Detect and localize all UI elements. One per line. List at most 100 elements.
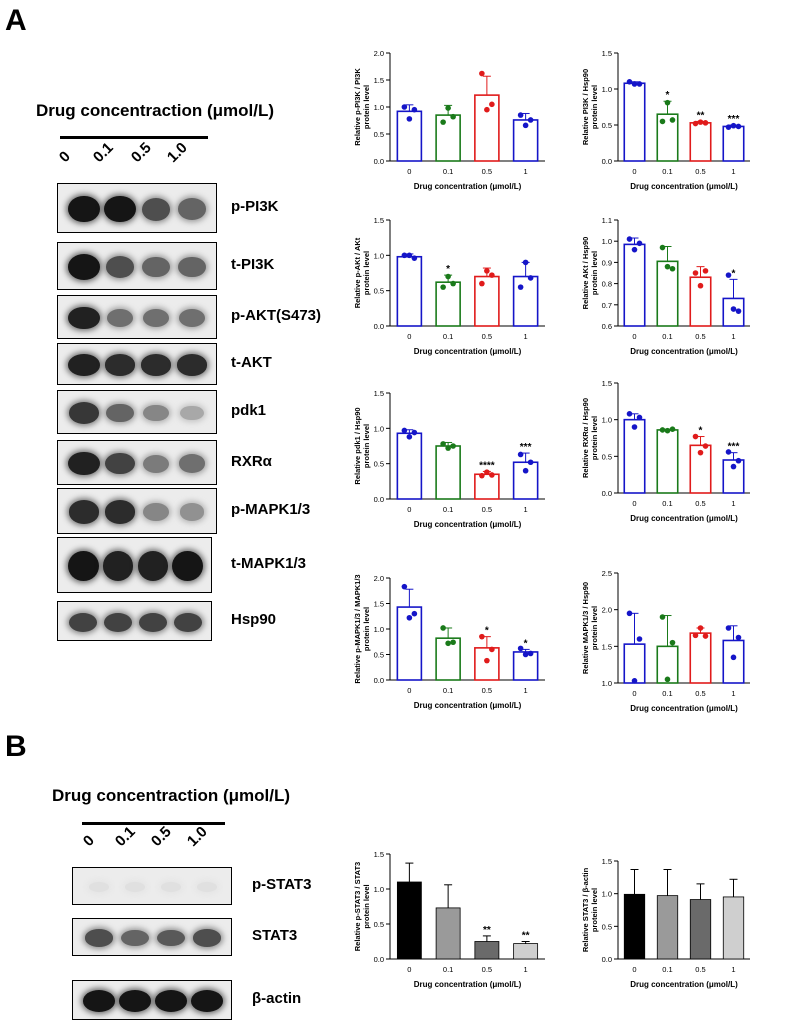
blot-label: p-STAT3 [252, 876, 312, 893]
protein-band [178, 198, 206, 220]
data-point [664, 427, 671, 434]
data-point [406, 434, 413, 440]
data-point [440, 284, 446, 290]
blot-label: t-PI3K [231, 256, 275, 273]
data-point [445, 640, 451, 647]
data-point [411, 610, 418, 617]
y-axis-label-line: protein level [590, 888, 599, 932]
lane-label: 0.5 [147, 823, 175, 850]
blot-strip [57, 537, 212, 593]
y-tick-label: 0.5 [374, 287, 384, 296]
bar [656, 113, 679, 162]
blot-strip [57, 343, 217, 385]
blot-label: pdk1 [231, 402, 267, 419]
data-point [450, 113, 456, 120]
protein-band [119, 990, 151, 1012]
x-axis-label: Drug concentration (μmol/L) [630, 980, 738, 989]
y-axis-label: Relative pdk1 / Hsp90protein level [353, 407, 371, 484]
y-tick-label: 0.0 [374, 955, 384, 964]
data-point [527, 650, 534, 657]
data-point [725, 625, 732, 631]
data-point [702, 633, 709, 639]
bar [722, 639, 745, 684]
protein-band [179, 503, 205, 521]
data-point [659, 244, 666, 251]
data-point [697, 625, 704, 631]
y-tick-label: 0.6 [602, 322, 612, 331]
x-tick-label: 0 [407, 686, 411, 695]
x-tick-label: 0.5 [695, 332, 705, 341]
x-tick-label: 1 [524, 167, 528, 176]
protein-band [68, 551, 99, 581]
y-tick-label: 1.5 [374, 216, 384, 225]
y-axis-label-line: Relative AKt / Hsp90 [581, 237, 590, 310]
y-axis-label: Relative PI3K / Hsp90protein level [581, 69, 599, 145]
y-axis-label: Relative RXRα / Hsp90protein level [581, 398, 599, 478]
bar [689, 444, 712, 494]
significance-label: ** [522, 931, 530, 942]
data-point [631, 81, 638, 87]
y-axis-label-line: protein level [362, 607, 371, 651]
data-point [522, 467, 529, 474]
y-tick-label: 1.0 [374, 103, 384, 112]
data-point [406, 252, 413, 259]
bar-chart-p-pi3k: 0.0 0.5 1.0 1.5 2.0 Relative p-PI3K / PI3Kpro… [353, 49, 545, 191]
data-point [692, 270, 699, 276]
bar [689, 122, 712, 162]
protein-band [178, 256, 206, 278]
data-point [489, 472, 495, 478]
data-point [697, 119, 704, 125]
bar [435, 907, 461, 960]
protein-band [68, 306, 100, 330]
data-point [631, 246, 638, 253]
data-point [517, 451, 524, 458]
y-tick-label: 1.0 [374, 625, 384, 634]
data-point [697, 449, 704, 456]
data-point [735, 634, 742, 641]
significance-label: * [666, 90, 670, 101]
x-tick-label: 0 [407, 505, 411, 514]
blot-label: Hsp90 [231, 611, 277, 628]
data-point [440, 625, 446, 631]
bar [656, 645, 679, 684]
protein-band [143, 404, 169, 422]
data-point [479, 70, 485, 77]
data-point [664, 676, 671, 683]
protein-band [104, 500, 136, 524]
bar [435, 281, 461, 327]
data-point [730, 122, 737, 129]
data-point [445, 105, 451, 111]
protein-band [104, 195, 136, 223]
protein-band [176, 354, 208, 376]
protein-band [124, 881, 146, 893]
protein-band [105, 452, 135, 475]
lane-label: 0.1 [89, 139, 117, 166]
blot-label: STAT3 [252, 927, 298, 944]
data-point [730, 463, 737, 470]
x-tick-label: 0.1 [662, 332, 672, 341]
y-tick-label: 1.5 [602, 379, 612, 388]
data-point [669, 426, 676, 432]
x-axis-label: Drug concentration (μmol/L) [414, 701, 522, 710]
data-point [450, 443, 456, 449]
bar-chart-p-akt: 0.0 0.5 1.0 1.5 Relative p-AKt / AKtprotein … [353, 216, 545, 356]
y-tick-label: 1.0 [602, 237, 612, 246]
blot-label: RXRα [231, 452, 272, 470]
x-tick-label: 0.5 [482, 686, 492, 695]
bar-chart-rxra: 0.0 0.5 1.0 1.5 Relative RXRα / Hsp90protein… [581, 379, 750, 523]
data-point [631, 424, 638, 430]
protein-band [141, 197, 171, 221]
x-axis-label: Drug concentration (μmol/L) [630, 347, 738, 356]
x-tick-label: 0.5 [695, 499, 705, 508]
protein-band [172, 551, 203, 581]
protein-band [180, 405, 204, 421]
data-point [406, 116, 413, 122]
x-tick-label: 0 [407, 332, 411, 341]
data-point [692, 120, 699, 127]
bar [396, 432, 423, 500]
y-axis-label-line: Relative p-AKt / AKt [353, 237, 362, 308]
data-point [669, 639, 676, 646]
data-point [659, 118, 666, 125]
protein-band [173, 612, 202, 632]
